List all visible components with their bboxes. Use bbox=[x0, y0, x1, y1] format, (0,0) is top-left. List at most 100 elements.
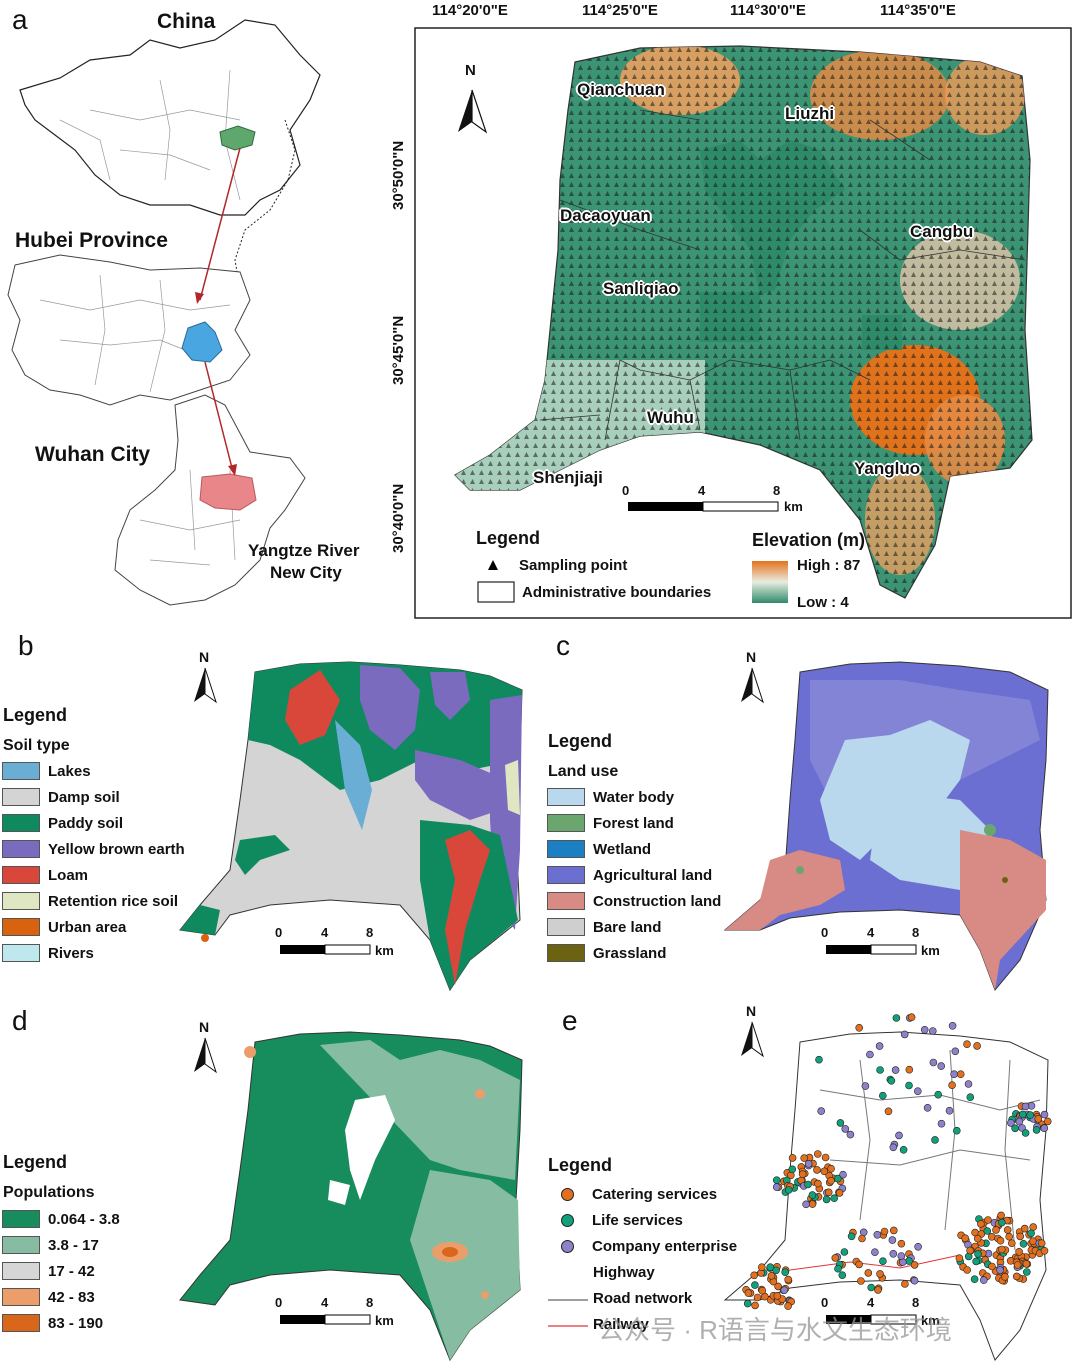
panel-a-scale-black bbox=[628, 502, 703, 511]
legend-swatch bbox=[2, 762, 40, 780]
sampling-point-icon bbox=[488, 560, 498, 570]
poi-point bbox=[767, 1272, 776, 1280]
poi-point bbox=[1019, 1240, 1028, 1248]
panel-e-letter: e bbox=[562, 1005, 578, 1036]
poi-point bbox=[1034, 1115, 1043, 1123]
poi-point bbox=[973, 1234, 982, 1243]
lon-tick-3: 114°30'0"E bbox=[730, 2, 806, 19]
panel-a-scale-0: 0 bbox=[622, 483, 630, 498]
legend-item: 17 - 42 bbox=[2, 1262, 95, 1280]
legend-item: Damp soil bbox=[2, 788, 120, 806]
poi-point bbox=[880, 1227, 889, 1236]
poi-point bbox=[847, 1232, 856, 1241]
poi-point bbox=[1012, 1272, 1021, 1281]
poi-point bbox=[744, 1289, 753, 1297]
poi-point bbox=[800, 1154, 809, 1162]
legend-item: 0.064 - 3.8 bbox=[2, 1210, 120, 1228]
panel-c-letter: c bbox=[556, 630, 570, 661]
legend-swatch bbox=[2, 918, 40, 936]
poi-point bbox=[987, 1233, 996, 1241]
poi-point bbox=[900, 1030, 909, 1039]
place-shenjiaji: Shenjiaji bbox=[533, 468, 603, 487]
poi-point bbox=[864, 1269, 873, 1277]
poi-point bbox=[873, 1231, 882, 1239]
poi-point bbox=[820, 1167, 829, 1176]
poi-point bbox=[977, 1220, 985, 1228]
poi-point bbox=[874, 1286, 882, 1294]
label-china: China bbox=[157, 10, 216, 33]
panel-b-north-label: N bbox=[199, 649, 210, 665]
legend-item: Paddy soil bbox=[2, 814, 123, 832]
panel-c-legend-subtitle: Land use bbox=[548, 763, 619, 780]
panel-d-scale-4: 4 bbox=[321, 1295, 329, 1310]
poi-point bbox=[753, 1293, 762, 1302]
poi-point bbox=[973, 1042, 981, 1050]
panel-b-letter: b bbox=[18, 630, 34, 661]
poi-point bbox=[827, 1176, 835, 1185]
poi-point bbox=[773, 1292, 782, 1300]
poi-point bbox=[1020, 1224, 1029, 1233]
poi-point bbox=[887, 1077, 896, 1085]
panel-d-north-arrow-icon bbox=[194, 1037, 217, 1074]
legend-label: Bare land bbox=[593, 918, 662, 936]
legend-swatch bbox=[547, 892, 585, 910]
legend-sampling-point: Sampling point bbox=[519, 557, 628, 574]
place-yangluo: Yangluo bbox=[854, 459, 921, 478]
poi-point bbox=[891, 1066, 900, 1074]
poi-point bbox=[838, 1271, 847, 1279]
legend-label: Damp soil bbox=[48, 788, 120, 806]
poi-point bbox=[861, 1082, 870, 1090]
poi-point bbox=[841, 1125, 850, 1133]
legend-swatch bbox=[547, 866, 585, 884]
place-dacaoyuan: Dacaoyuan bbox=[560, 206, 651, 225]
new-city-highlight bbox=[199, 473, 257, 511]
legend-item: Construction land bbox=[547, 892, 721, 910]
poi-point bbox=[897, 1252, 906, 1260]
poi-point bbox=[871, 1248, 879, 1256]
poi-point bbox=[784, 1275, 793, 1284]
legend-item: Grassland bbox=[547, 944, 666, 962]
legend-swatch bbox=[547, 788, 585, 806]
panel-d-north-label: N bbox=[199, 1019, 210, 1035]
poi-point bbox=[798, 1170, 807, 1178]
poi-point bbox=[1007, 1119, 1015, 1127]
panel-b-scale-8: 8 bbox=[366, 925, 374, 940]
legend-label: Loam bbox=[48, 866, 89, 884]
panel-b-soil-map bbox=[179, 661, 523, 992]
poi-point bbox=[813, 1166, 821, 1174]
poi-point bbox=[757, 1263, 766, 1271]
poi-point bbox=[948, 1022, 957, 1030]
poi-point bbox=[831, 1254, 840, 1262]
poi-point bbox=[751, 1281, 759, 1289]
place-liuzhi: Liuzhi bbox=[785, 104, 835, 123]
poi-point bbox=[866, 1050, 874, 1059]
poi-point bbox=[858, 1234, 866, 1243]
panel-d-scale-unit: km bbox=[375, 1313, 394, 1328]
poi-point bbox=[1023, 1268, 1031, 1276]
admin-boundary-swatch bbox=[477, 581, 515, 603]
legend-label: Water body bbox=[593, 788, 675, 806]
panel-c-north-label: N bbox=[746, 649, 757, 665]
poi-point bbox=[784, 1186, 793, 1194]
legend-swatch bbox=[2, 1288, 40, 1306]
panel-a-scale-unit: km bbox=[784, 499, 803, 514]
poi-point bbox=[879, 1257, 887, 1265]
poi-point bbox=[950, 1070, 958, 1078]
legend-label: Agricultural land bbox=[593, 866, 713, 884]
panel-d-population-map bbox=[179, 1031, 523, 1362]
poi-point bbox=[781, 1268, 790, 1276]
poi-point bbox=[1040, 1247, 1049, 1255]
legend-swatch bbox=[2, 944, 40, 962]
poi-point bbox=[840, 1248, 849, 1256]
poi-point bbox=[750, 1271, 759, 1280]
poi-point bbox=[857, 1277, 865, 1285]
poi-point bbox=[934, 1090, 943, 1099]
poi-point bbox=[766, 1263, 775, 1271]
panel-c-scale-unit: km bbox=[921, 943, 940, 958]
poi-point bbox=[963, 1266, 972, 1274]
poi-point bbox=[931, 1136, 939, 1144]
poi-point bbox=[923, 1104, 932, 1112]
wuhan-highlight-in-hubei bbox=[181, 321, 223, 363]
legend-swatch bbox=[2, 892, 40, 910]
